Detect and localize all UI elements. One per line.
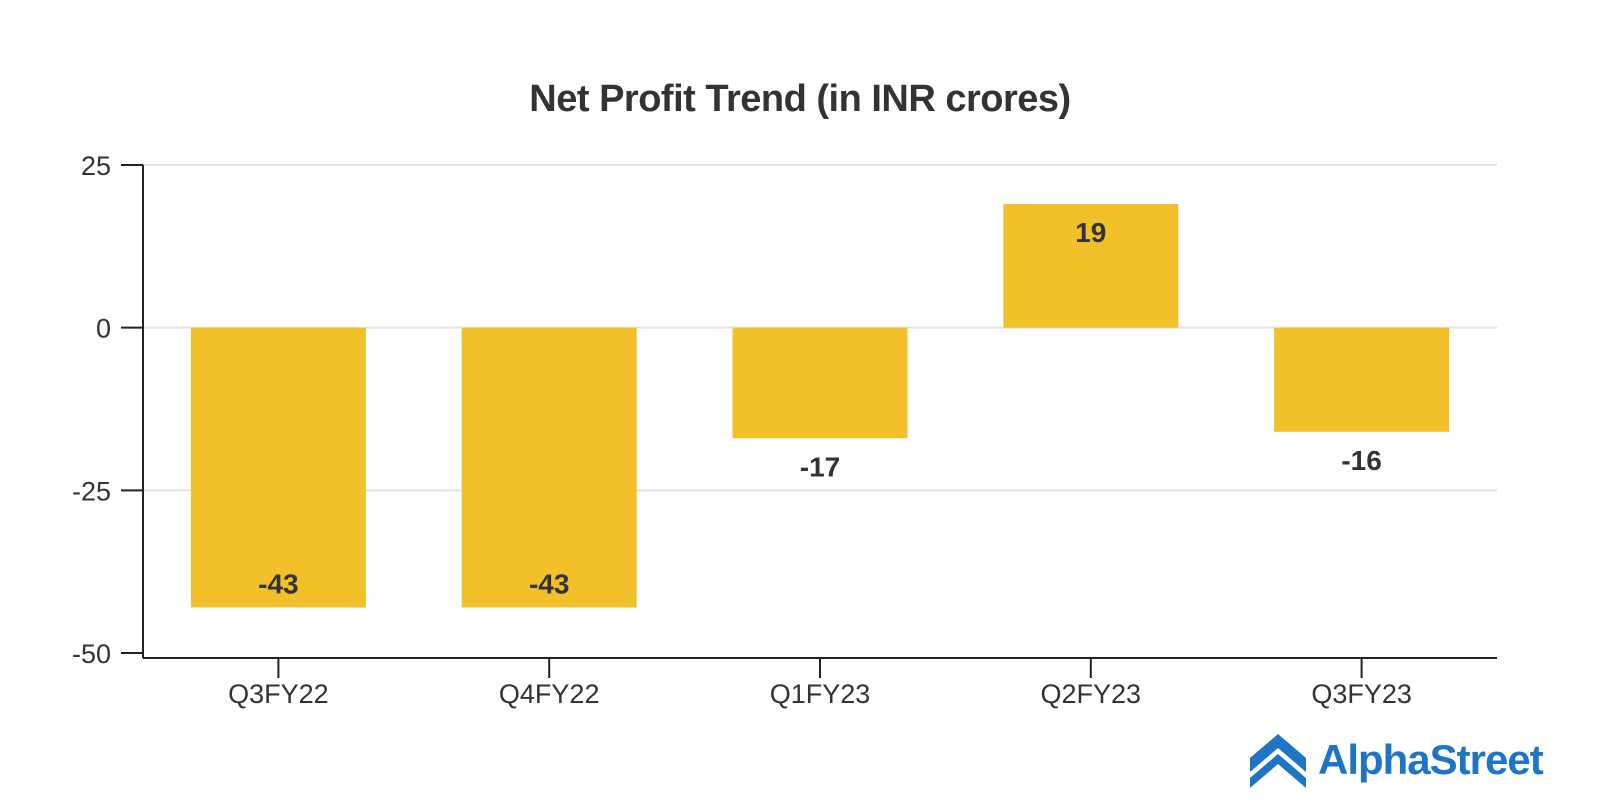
bar bbox=[1274, 327, 1450, 432]
bars bbox=[190, 204, 1450, 608]
x-tick-label: Q3FY23 bbox=[1311, 679, 1412, 709]
bar bbox=[190, 327, 366, 608]
x-tick-label: Q4FY22 bbox=[499, 679, 600, 709]
data-labels: -43 -43 -17 19 -16 bbox=[258, 217, 1382, 599]
chart-title: Net Profit Trend (in INR crores) bbox=[529, 78, 1071, 120]
data-label: 19 bbox=[1075, 217, 1106, 248]
data-label: -16 bbox=[1341, 445, 1381, 476]
y-tick-label: -25 bbox=[72, 476, 111, 506]
bar bbox=[732, 327, 908, 439]
data-label: -43 bbox=[258, 568, 298, 599]
data-label: -43 bbox=[529, 568, 569, 599]
x-tick-label: Q3FY22 bbox=[228, 679, 329, 709]
data-label: -17 bbox=[800, 451, 840, 482]
y-tick-label: -50 bbox=[72, 639, 111, 669]
alphastreet-chevron-icon bbox=[1250, 734, 1306, 788]
bar bbox=[1003, 204, 1179, 328]
brand-logo: AlphaStreet bbox=[1248, 730, 1544, 790]
x-tick-label: Q2FY23 bbox=[1041, 679, 1142, 709]
brand-name: AlphaStreet bbox=[1318, 736, 1544, 783]
y-tick-label: 0 bbox=[96, 314, 111, 344]
bar bbox=[461, 327, 637, 608]
axes: 25 0 -25 -50 Q3FY22 Q4FY22 Q1FY23 Q2FY23 Q3FY23 bbox=[72, 151, 1497, 709]
y-tick-label: 25 bbox=[81, 151, 111, 181]
x-tick-label: Q1FY23 bbox=[770, 679, 871, 709]
